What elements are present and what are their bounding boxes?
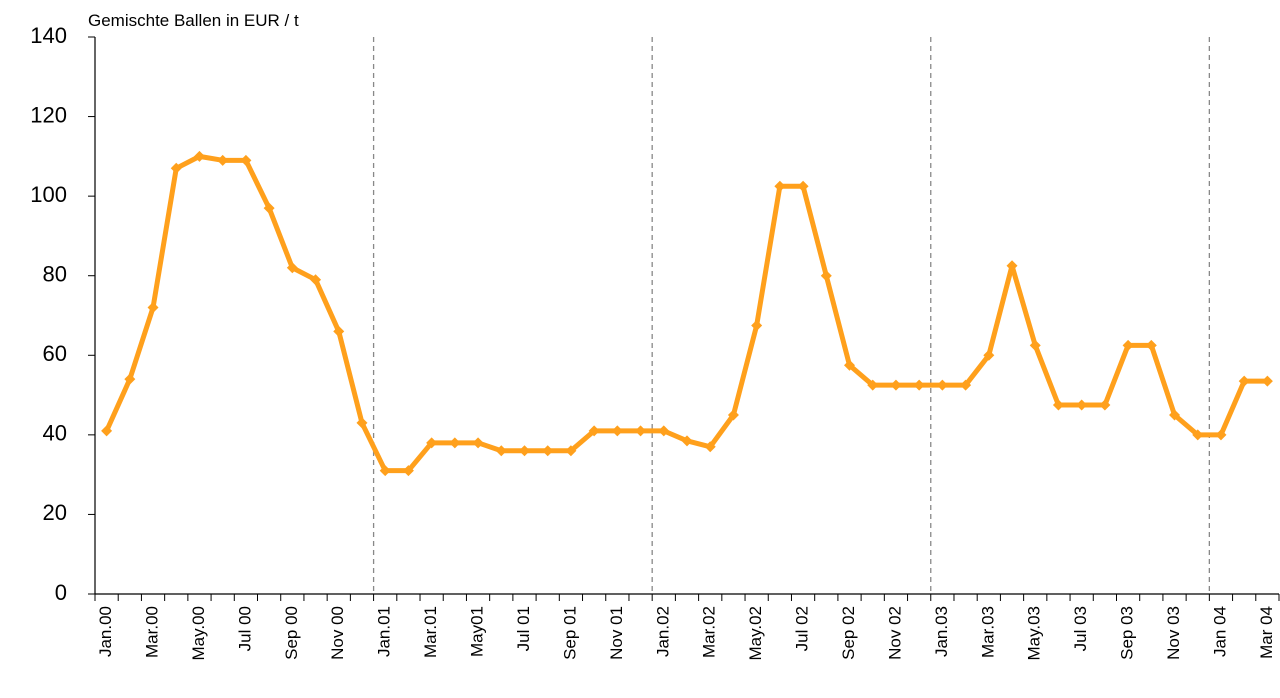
data-point: [518, 445, 530, 457]
data-point: [193, 150, 205, 162]
data-point: [1215, 429, 1227, 441]
data-point: [751, 319, 763, 331]
data-point: [356, 417, 368, 429]
y-tick-label: 0: [55, 580, 67, 605]
data-point: [565, 445, 577, 457]
data-point: [170, 162, 182, 174]
data-point: [658, 425, 670, 437]
data-point: [263, 202, 275, 214]
data-point: [1029, 339, 1041, 351]
x-tick-label: Nov 02: [885, 606, 904, 660]
data-point: [1052, 399, 1064, 411]
x-tick-label: Jul 00: [235, 606, 254, 651]
x-tick-label: Mar.03: [978, 606, 997, 658]
data-point: [844, 359, 856, 371]
data-point: [426, 437, 438, 449]
x-tick-label: Jul 01: [514, 606, 533, 651]
series-line: [104, 153, 1268, 474]
x-tick-label: Jan 04: [1210, 606, 1229, 657]
y-tick-label: 140: [30, 23, 67, 48]
data-point: [727, 409, 739, 421]
data-point: [635, 425, 647, 437]
data-point: [240, 154, 252, 166]
data-point: [147, 302, 159, 314]
data-point: [1261, 375, 1273, 387]
x-tick-label: May.00: [189, 606, 208, 661]
data-point: [1238, 375, 1250, 387]
data-point: [1099, 399, 1111, 411]
x-tick-label: Jan.03: [932, 606, 951, 657]
data-point: [1006, 260, 1018, 272]
data-point: [588, 425, 600, 437]
data-point: [774, 180, 786, 192]
data-point: [867, 379, 879, 391]
y-tick-label: 80: [43, 262, 67, 287]
x-tick-label: Jan.00: [96, 606, 115, 657]
data-point: [820, 270, 832, 282]
x-tick-label: Jan.02: [653, 606, 672, 657]
x-tick-label: Nov 03: [1164, 606, 1183, 660]
x-tick-label: Nov 00: [328, 606, 347, 660]
data-point: [495, 445, 507, 457]
data-point: [472, 437, 484, 449]
y-tick-label: 40: [43, 421, 67, 446]
y-tick-label: 20: [43, 500, 67, 525]
data-point: [983, 349, 995, 361]
data-point: [1145, 339, 1157, 351]
x-tick-label: May01: [468, 606, 487, 657]
x-tick-label: May.02: [746, 606, 765, 661]
data-point: [890, 379, 902, 391]
data-point: [1076, 399, 1088, 411]
x-tick-label: May.03: [1025, 606, 1044, 661]
data-point: [1169, 409, 1181, 421]
x-tick-label: Mar.00: [143, 606, 162, 658]
data-point: [101, 425, 113, 437]
data-point: [542, 445, 554, 457]
chart-title: Gemischte Ballen in EUR / t: [88, 11, 299, 30]
x-tick-label: Sep 00: [282, 606, 301, 660]
x-tick-label: Sep 01: [560, 606, 579, 660]
x-tick-label: Jul 03: [1071, 606, 1090, 651]
data-point: [124, 373, 136, 385]
x-tick-label: Sep 03: [1118, 606, 1137, 660]
y-tick-label: 100: [30, 182, 67, 207]
data-point: [379, 465, 391, 477]
data-point: [936, 379, 948, 391]
x-tick-label: Mar.01: [421, 606, 440, 658]
data-point: [797, 180, 809, 192]
x-tick-label: Sep 02: [839, 606, 858, 660]
data-point: [960, 379, 972, 391]
x-tick-label: Nov 01: [607, 606, 626, 660]
x-tick-label: Mar.02: [700, 606, 719, 658]
data-point: [402, 465, 414, 477]
data-point: [217, 154, 229, 166]
x-tick-label: Mar 04: [1257, 606, 1276, 659]
data-point: [913, 379, 925, 391]
data-point: [681, 435, 693, 447]
data-point: [310, 274, 322, 286]
data-point: [449, 437, 461, 449]
y-tick-label: 120: [30, 102, 67, 127]
y-tick-label: 60: [43, 341, 67, 366]
data-point: [611, 425, 623, 437]
data-point: [1122, 339, 1134, 351]
data-point: [704, 441, 716, 453]
x-tick-label: Jul 02: [793, 606, 812, 651]
data-point: [1192, 429, 1204, 441]
data-point: [286, 262, 298, 274]
x-tick-label: Jan.01: [375, 606, 394, 657]
data-point: [333, 325, 345, 337]
